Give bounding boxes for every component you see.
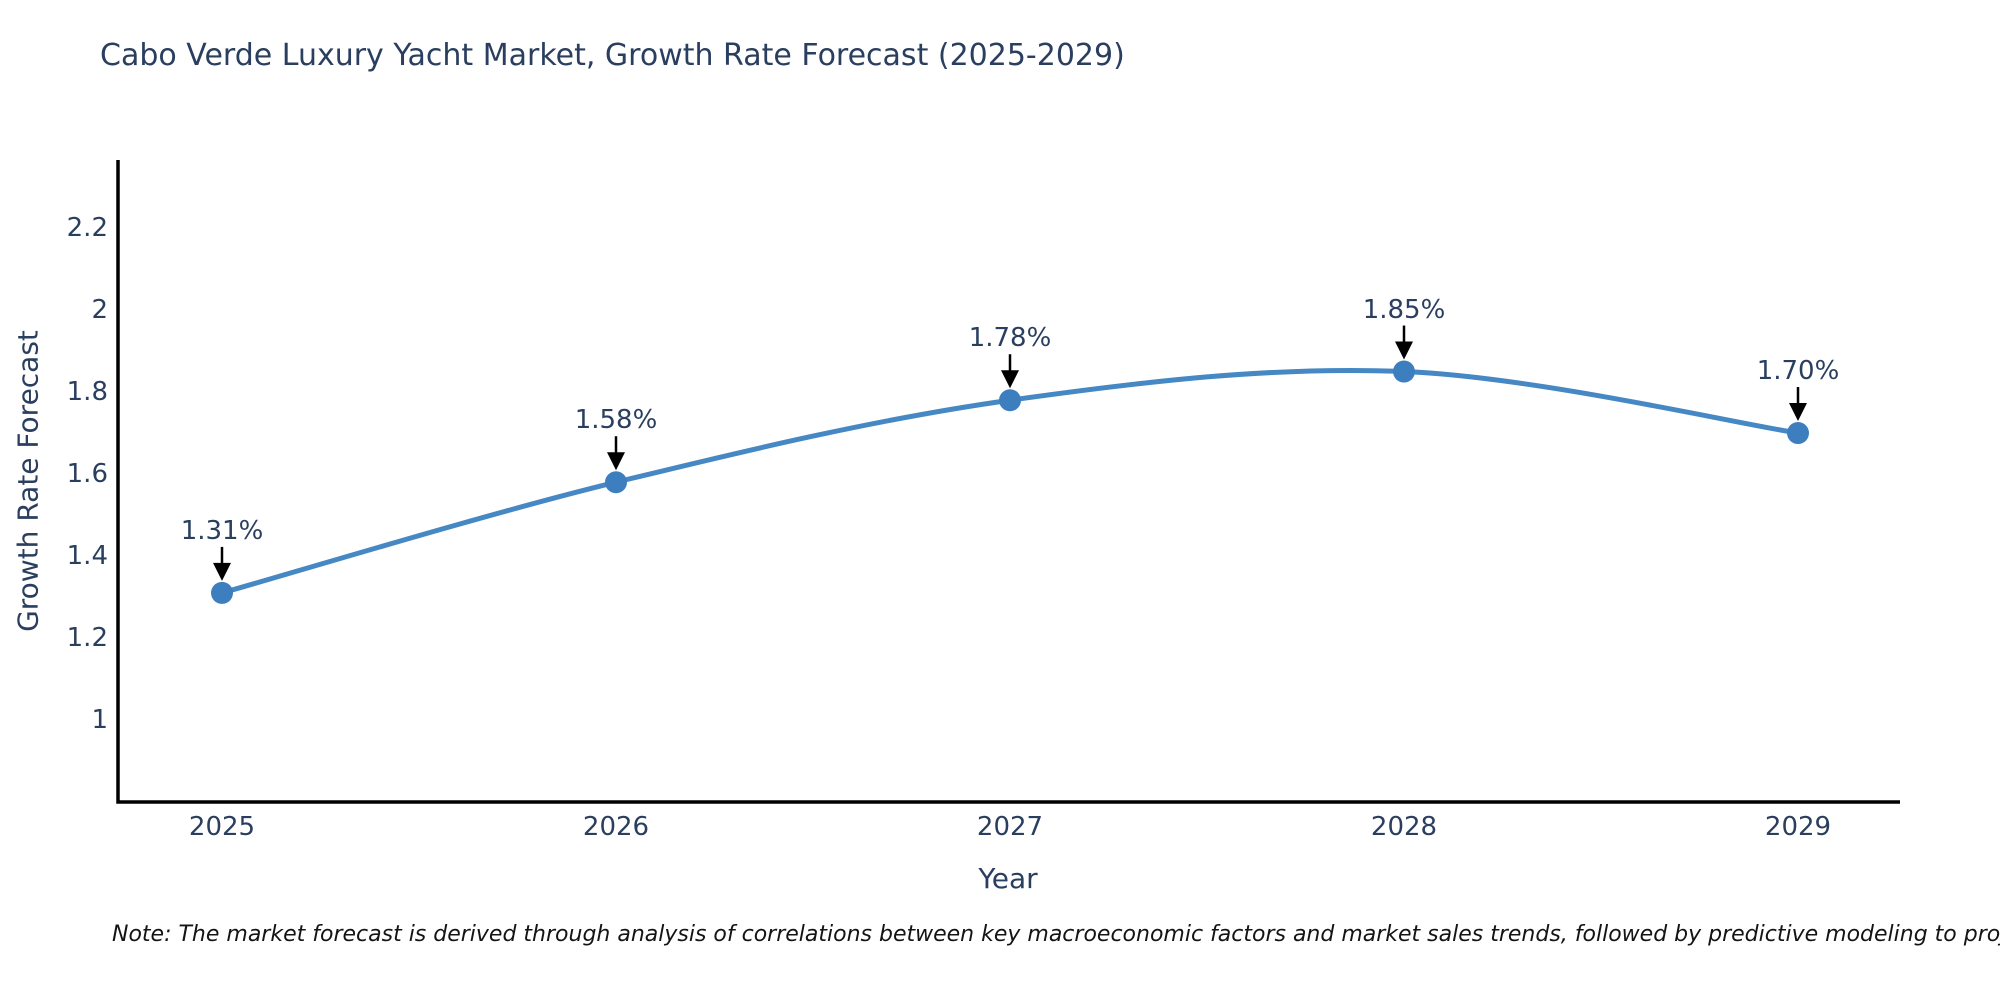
data-point-marker[interactable] [211,581,233,604]
chart-title: Cabo Verde Luxury Yacht Market, Growth R… [100,38,1125,73]
data-point-marker[interactable] [605,471,627,494]
y-tick-label: 1.6 [66,459,108,490]
y-tick-label: 1.8 [66,377,108,408]
x-tick-label: 2025 [188,812,256,842]
y-tick-label: 1.2 [66,623,108,653]
y-tick-label: 1.4 [66,541,108,572]
y-tick-label: 2 [91,295,108,326]
y-axis-title: Growth Rate Forecast [11,330,45,632]
point-annotation: 1.70% [1756,356,1840,387]
y-tick-label: 2.2 [66,213,108,244]
annotation-arrow-head [1395,341,1413,360]
y-tick-label: 1 [91,705,108,735]
annotation-arrow-head [1001,370,1019,389]
point-annotation: 1.78% [968,323,1052,354]
data-point-marker[interactable] [1393,360,1415,383]
x-tick-label: 2027 [976,812,1044,842]
x-tick-label: 2029 [1764,812,1832,842]
footnote: Note: The market forecast is derived thr… [112,922,2000,947]
data-point-marker[interactable] [999,389,1021,412]
x-tick-label: 2028 [1370,812,1438,842]
axes-lines [116,160,1900,804]
point-annotation: 1.85% [1362,294,1446,325]
point-annotation: 1.58% [574,405,658,436]
data-point-marker[interactable] [1787,422,1809,445]
x-tick-label: 2026 [582,812,650,842]
point-annotation: 1.31% [180,515,264,546]
annotation-arrow-head [213,562,231,581]
annotation-arrow-head [607,452,625,471]
annotation-arrow-head [1789,403,1807,422]
x-axis-title: Year [978,862,1038,895]
